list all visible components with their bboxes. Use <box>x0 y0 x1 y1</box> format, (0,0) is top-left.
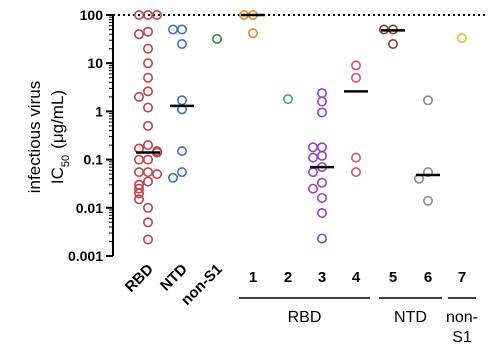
data-point <box>307 183 318 194</box>
data-point <box>143 217 154 228</box>
data-point <box>422 95 433 106</box>
data-point <box>143 176 154 187</box>
data-point <box>316 150 327 161</box>
category-label: 4 <box>352 269 361 286</box>
category-label: 1 <box>249 269 257 286</box>
y-tick-label: 0.001 <box>68 248 103 264</box>
data-point <box>134 91 145 102</box>
data-point <box>316 88 327 99</box>
data-point <box>143 202 154 213</box>
y-tick-label: 0.01 <box>76 200 103 216</box>
data-point <box>134 167 145 178</box>
data-point <box>350 152 361 163</box>
data-point <box>316 142 327 153</box>
data-point <box>456 33 467 44</box>
data-point <box>143 86 154 97</box>
data-point <box>152 169 163 180</box>
y-axis-label-line2: IC50(μg/mL) <box>48 90 72 184</box>
data-point <box>177 167 188 178</box>
data-point <box>316 177 327 188</box>
data-point <box>350 72 361 83</box>
data-point <box>248 28 259 39</box>
data-point <box>143 154 154 165</box>
data-point <box>168 172 179 183</box>
data-point <box>143 58 154 69</box>
data-point <box>143 234 154 245</box>
data-point <box>143 120 154 131</box>
data-point <box>307 152 318 163</box>
data-point <box>134 154 145 165</box>
data-point <box>143 26 154 37</box>
data-point <box>177 95 188 106</box>
data-point <box>177 39 188 50</box>
data-point <box>350 60 361 71</box>
data-point <box>177 146 188 157</box>
data-point <box>143 167 154 178</box>
data-point <box>134 194 145 205</box>
data-point <box>316 233 327 244</box>
data-point <box>134 29 145 40</box>
data-point <box>143 140 154 151</box>
y-tick-label: 100 <box>80 7 104 23</box>
category-label: 3 <box>318 269 326 286</box>
data-point <box>282 94 293 105</box>
data-point <box>422 167 433 178</box>
data-point <box>143 43 154 54</box>
data-point <box>134 10 145 20</box>
group-label: NTD <box>394 309 427 326</box>
group-label: S1 <box>452 329 472 346</box>
data-point <box>143 72 154 83</box>
group-label: non- <box>446 309 478 326</box>
data-point <box>316 107 327 118</box>
data-point <box>350 167 361 178</box>
category-label: 7 <box>458 269 466 286</box>
data-point <box>168 24 179 35</box>
data-point <box>134 183 145 194</box>
data-point <box>316 208 327 219</box>
data-point <box>143 102 154 113</box>
data-point <box>152 10 163 20</box>
category-label: 6 <box>424 269 432 286</box>
category-label: RBD <box>122 261 157 296</box>
y-tick-label: 0.1 <box>84 152 104 168</box>
data-point <box>177 24 188 35</box>
data-point <box>307 167 318 178</box>
y-tick-label: 10 <box>87 55 103 71</box>
data-point <box>134 188 145 199</box>
category-label: 5 <box>389 269 397 286</box>
category-label: 2 <box>284 269 292 286</box>
group-label: RBD <box>288 309 322 326</box>
y-axis-label-line1: infectious virus <box>25 81 44 193</box>
data-point <box>316 96 327 107</box>
data-point <box>422 195 433 206</box>
data-point <box>387 39 398 50</box>
data-point <box>307 142 318 153</box>
data-point <box>316 192 327 203</box>
data-point <box>212 33 223 44</box>
y-tick-label: 1 <box>95 103 103 119</box>
